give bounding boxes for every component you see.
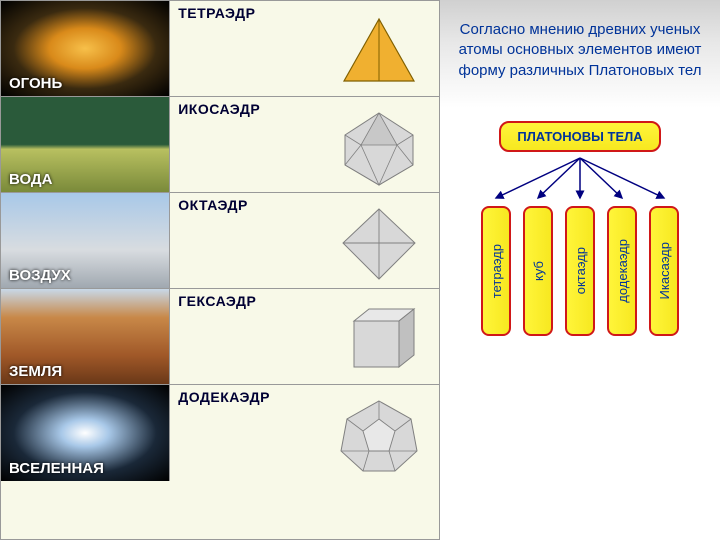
element-label: ОГОНЬ [9, 75, 62, 92]
right-panel: Согласно мнению древних ученых атомы осн… [440, 0, 720, 540]
dodecahedron-icon [329, 395, 429, 475]
table-row: ЗЕМЛЯ ГЕКСАЭДР [1, 289, 439, 385]
element-label: ВОЗДУХ [9, 267, 71, 284]
solid-label: ОКТАЭДР [178, 197, 248, 213]
child-node: октаэдр [565, 206, 595, 336]
solid-label: ГЕКСАЭДР [178, 293, 256, 309]
table-row: ОГОНЬ ТЕТРАЭДР [1, 1, 439, 97]
element-image-water: ВОДА [1, 97, 170, 192]
element-label: ВОДА [9, 171, 52, 188]
child-node: тетраэдр [481, 206, 511, 336]
diagram-arrows [460, 156, 700, 201]
child-label: октаэдр [573, 247, 588, 294]
octahedron-icon [329, 203, 429, 283]
root-node: ПЛАТОНОВЫ ТЕЛА [499, 121, 660, 152]
child-label: додекаэдр [615, 239, 630, 303]
solid-cell: ГЕКСАЭДР [170, 289, 439, 384]
table-row: ВСЕЛЕННАЯ ДОДЕКАЭДР [1, 385, 439, 481]
solid-cell: ДОДЕКАЭДР [170, 385, 439, 481]
hexahedron-icon [329, 299, 429, 379]
element-label: ВСЕЛЕННАЯ [9, 460, 104, 477]
hierarchy-diagram: ПЛАТОНОВЫ ТЕЛА тетраэдр куб октаэдр доде… [452, 121, 708, 421]
element-image-universe: ВСЕЛЕННАЯ [1, 385, 170, 481]
solid-label: ТЕТРАЭДР [178, 5, 255, 21]
child-node: куб [523, 206, 553, 336]
child-node: Икасаэдр [649, 206, 679, 336]
solid-label: ИКОСАЭДР [178, 101, 260, 117]
children-row: тетраэдр куб октаэдр додекаэдр Икасаэдр [452, 206, 708, 336]
intro-text: Согласно мнению древних ученых атомы осн… [452, 20, 708, 81]
element-image-fire: ОГОНЬ [1, 1, 170, 96]
solid-cell: ОКТАЭДР [170, 193, 439, 288]
element-image-earth: ЗЕМЛЯ [1, 289, 170, 384]
element-label: ЗЕМЛЯ [9, 363, 62, 380]
element-image-air: ВОЗДУХ [1, 193, 170, 288]
solid-cell: ТЕТРАЭДР [170, 1, 439, 96]
child-label: куб [531, 261, 546, 281]
child-label: Икасаэдр [657, 242, 672, 299]
table-row: ВОЗДУХ ОКТАЭДР [1, 193, 439, 289]
solid-label: ДОДЕКАЭДР [178, 389, 270, 405]
child-label: тетраэдр [489, 244, 504, 298]
tetrahedron-icon [329, 11, 429, 91]
elements-table: ОГОНЬ ТЕТРАЭДР ВОДА ИКОСАЭДР [0, 0, 440, 540]
icosahedron-icon [329, 107, 429, 187]
solid-cell: ИКОСАЭДР [170, 97, 439, 192]
child-node: додекаэдр [607, 206, 637, 336]
table-row: ВОДА ИКОСАЭДР [1, 97, 439, 193]
